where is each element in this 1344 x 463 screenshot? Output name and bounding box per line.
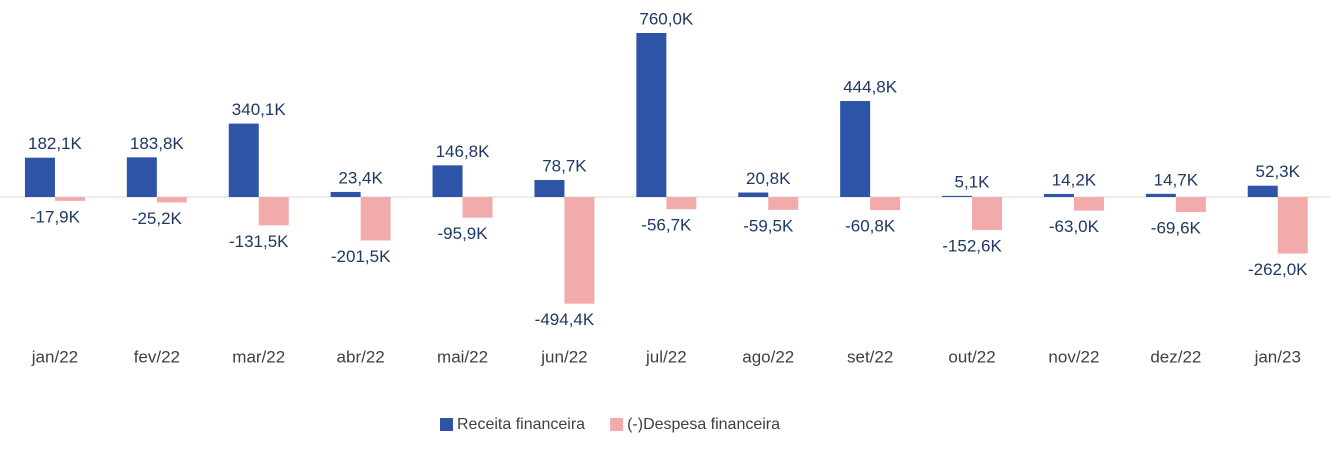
bar: [258, 197, 289, 226]
value-label: 183,8K: [130, 134, 185, 153]
x-tick-label: abr/22: [337, 347, 385, 366]
bar: [738, 192, 769, 197]
bar: [432, 165, 463, 197]
bar: [1043, 193, 1074, 197]
bar: [564, 197, 595, 304]
value-label: -60,8K: [845, 217, 896, 236]
value-label: -17,9K: [30, 207, 81, 226]
bar: [24, 157, 55, 197]
legend-label: Receita financeira: [457, 416, 585, 433]
bar: [1175, 197, 1206, 213]
value-label: 14,7K: [1154, 170, 1199, 189]
value-label: 5,1K: [955, 172, 991, 191]
bar: [330, 191, 361, 197]
value-label: 78,7K: [542, 157, 587, 176]
bar: [534, 180, 565, 197]
bar: [54, 197, 85, 201]
value-label: 340,1K: [232, 100, 287, 119]
value-label: -69,6K: [1151, 219, 1202, 238]
value-label: -262,0K: [1248, 260, 1308, 279]
bar: [1247, 185, 1278, 197]
value-label: 14,2K: [1052, 170, 1097, 189]
value-label: -152,6K: [942, 236, 1002, 255]
x-tick-label: jan/22: [31, 347, 78, 366]
bar: [972, 197, 1003, 230]
value-label: -63,0K: [1049, 217, 1100, 236]
bar: [1277, 197, 1308, 254]
value-label: -25,2K: [132, 209, 183, 228]
bar: [1073, 197, 1104, 211]
x-tick-label: fev/22: [134, 347, 180, 366]
bar: [156, 197, 187, 203]
value-label: 23,4K: [338, 168, 383, 187]
bar: [462, 197, 493, 218]
x-tick-label: jun/22: [540, 347, 587, 366]
x-tick-label: set/22: [847, 347, 893, 366]
bar: [126, 157, 157, 197]
value-label: 20,8K: [746, 169, 791, 188]
x-tick-label: dez/22: [1150, 347, 1201, 366]
x-tick-label: out/22: [948, 347, 995, 366]
x-tick-label: mai/22: [437, 347, 488, 366]
bar: [228, 123, 259, 197]
x-tick-label: jul/22: [645, 347, 687, 366]
value-label: -59,5K: [743, 216, 794, 235]
value-label: -95,9K: [438, 224, 489, 243]
value-label: 760,0K: [639, 9, 694, 28]
legend-swatch: [610, 418, 624, 431]
value-label: 146,8K: [436, 142, 491, 161]
bar: [666, 197, 697, 210]
bar: [870, 197, 901, 211]
value-label: 52,3K: [1256, 162, 1301, 181]
value-label: -131,5K: [229, 232, 289, 251]
value-label: 444,8K: [843, 78, 898, 97]
bar: [636, 33, 667, 197]
x-tick-label: ago/22: [742, 347, 794, 366]
legend-label: (-)Despesa financeira: [627, 416, 780, 433]
x-tick-label: mar/22: [232, 347, 285, 366]
bar: [1145, 193, 1176, 197]
bar: [942, 195, 973, 197]
bar: [360, 197, 391, 241]
bar: [840, 101, 871, 197]
value-label: -494,4K: [535, 310, 595, 329]
x-tick-label: nov/22: [1048, 347, 1099, 366]
legend-swatch: [440, 418, 453, 431]
x-tick-label: jan/23: [1254, 347, 1301, 366]
value-label: 182,1K: [28, 134, 83, 153]
bar: [768, 197, 799, 210]
value-label: -201,5K: [331, 247, 391, 266]
value-label: -56,7K: [641, 216, 692, 235]
